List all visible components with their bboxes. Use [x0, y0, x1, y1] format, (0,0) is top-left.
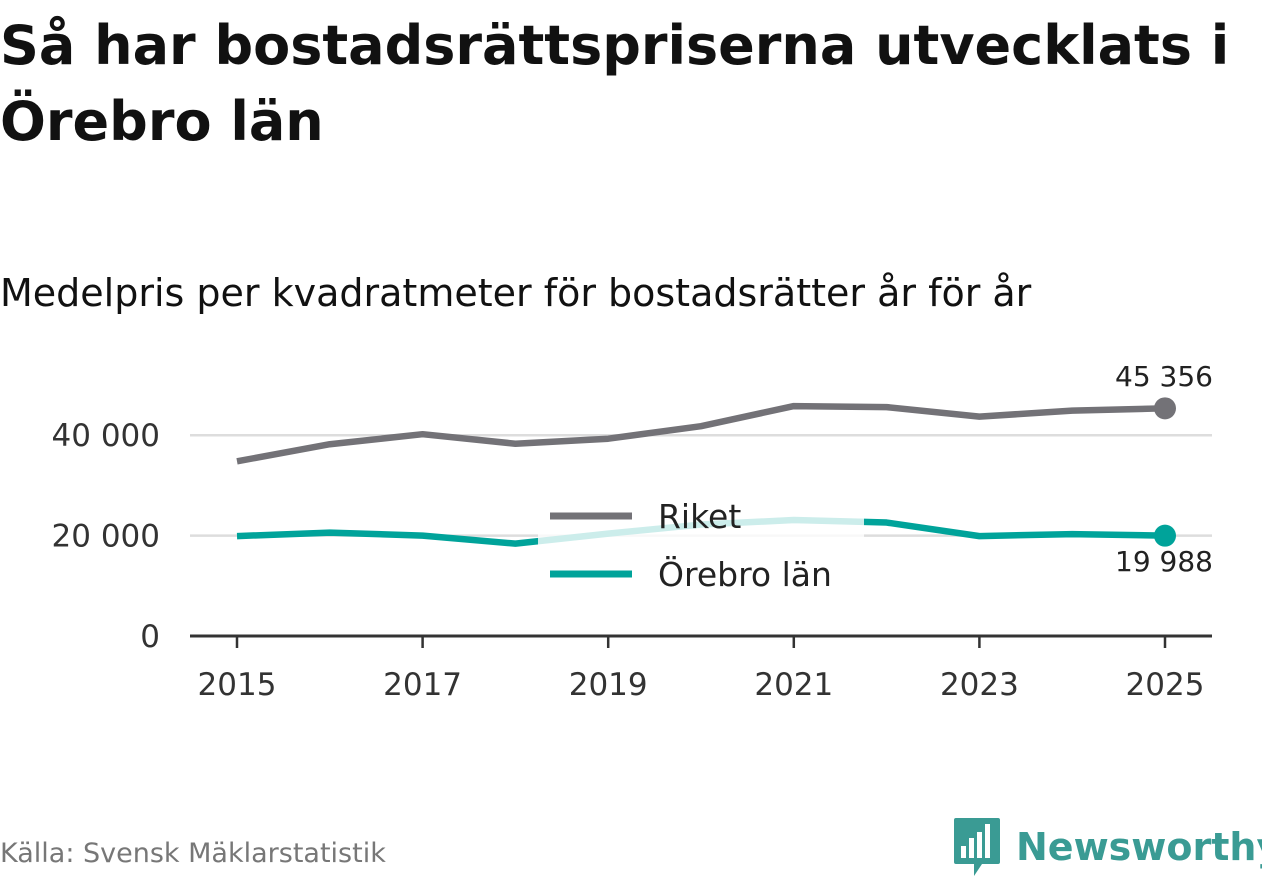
- newsworthy-logo-icon: [954, 818, 1000, 876]
- orebro-end-label: 19 988: [1115, 545, 1213, 578]
- legend: Riket Örebro län: [538, 490, 864, 600]
- y-tick-label: 0: [140, 619, 160, 655]
- source-note: Källa: Svensk Mäklarstatistik: [0, 838, 386, 869]
- brand-name: Newsworthy: [1016, 825, 1262, 869]
- legend-background: [538, 490, 864, 600]
- legend-label: Örebro län: [658, 554, 832, 594]
- series-line-0: [236, 402, 1166, 465]
- chart-title: Så har bostadsrättspriserna utvecklats i…: [0, 14, 1230, 153]
- x-tick-label: 2023: [940, 667, 1019, 703]
- x-tick-label: 2025: [1126, 667, 1205, 703]
- x-tick-label: 2021: [754, 667, 833, 703]
- series-end-point-1: [1154, 524, 1176, 547]
- x-tick-label: 2015: [198, 667, 277, 703]
- y-tick-label: 40 000: [52, 418, 160, 454]
- chart-subtitle: Medelpris per kvadratmeter för bostadsrä…: [0, 271, 1032, 315]
- riket-end-label: 45 356: [1115, 360, 1213, 393]
- x-tick-label: 2017: [383, 667, 462, 703]
- x-axis-ticks: 2015 2017 2019 2021 2023 2025: [190, 634, 1212, 703]
- end-labels: 45 356 19 988: [1115, 360, 1213, 578]
- x-tick-label: 2019: [569, 667, 648, 703]
- legend-label: Riket: [658, 497, 741, 536]
- series-end-point-0: [1154, 397, 1176, 420]
- brand-logo: Newsworthy: [952, 816, 1262, 878]
- y-tick-label: 20 000: [52, 519, 160, 555]
- y-axis-ticks: 0 20 000 40 000: [52, 418, 160, 655]
